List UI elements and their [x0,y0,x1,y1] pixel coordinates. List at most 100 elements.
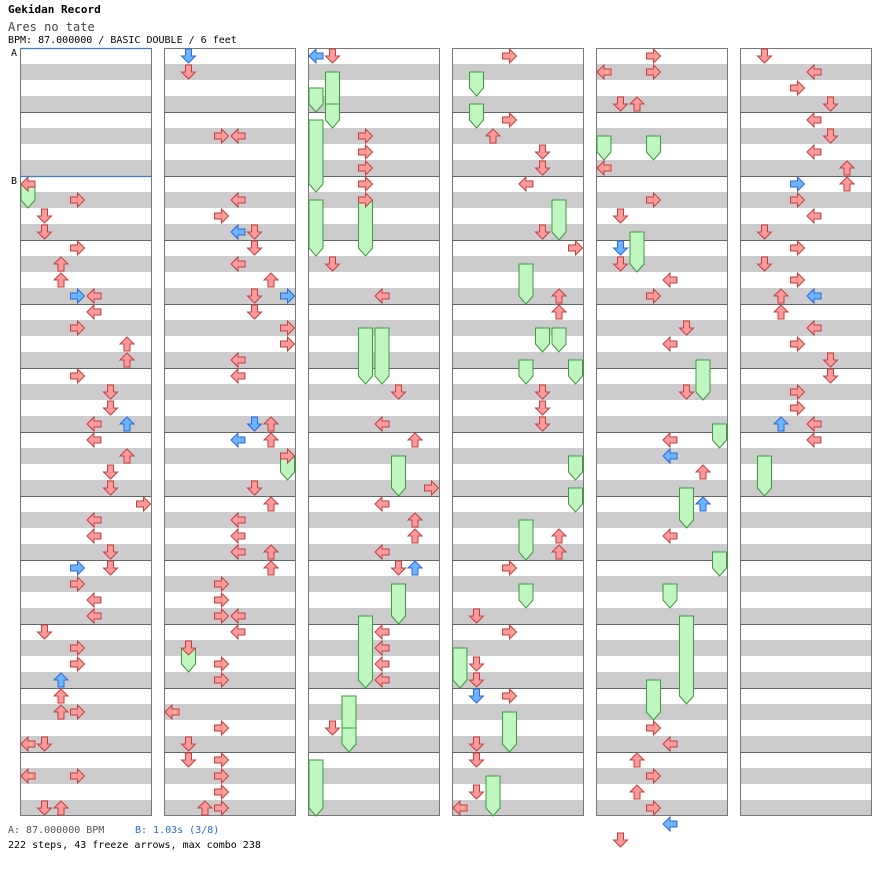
stripe [164,768,296,784]
step-arrow [596,159,612,177]
stripe [452,800,584,816]
stripe [596,672,728,688]
freeze-arrow [551,199,567,241]
stripe [596,64,728,80]
step-arrow [612,208,629,224]
step-arrow [180,736,197,752]
step-arrow [230,367,246,385]
freeze-arrow [568,359,583,385]
freeze-arrow [596,135,612,161]
step-arrow [324,720,341,736]
step-arrow [502,623,518,641]
step-arrow [70,367,86,385]
column-frame [452,48,584,816]
stripe [740,224,872,240]
stripe [164,608,296,624]
step-arrow [230,623,246,641]
step-arrow [70,191,86,209]
stripe [164,288,296,304]
step-arrow [806,415,822,433]
step-arrow [790,399,806,417]
stripe [308,672,440,688]
step-arrow [118,352,136,368]
step-arrow [550,304,568,320]
column-frame [740,48,872,816]
stripe [20,640,152,656]
step-arrow [230,607,246,625]
freeze-arrow [308,119,324,193]
step-arrow [550,288,568,304]
stripe [20,64,152,80]
step-arrow [118,336,136,352]
stripe [20,672,152,688]
step-arrow [214,207,230,225]
step-arrow [36,736,53,752]
step-arrow [628,96,646,112]
stripe [164,480,296,496]
step-arrow [214,655,230,673]
step-arrow [280,447,296,465]
step-arrow [52,688,70,704]
stripe [308,800,440,816]
marker-b-label: B [11,176,18,187]
stripe [740,384,872,400]
stripe [308,256,440,272]
step-arrow [628,752,646,768]
step-arrow [102,480,119,496]
stripe [740,672,872,688]
stripe [740,320,872,336]
step-arrow [374,543,390,561]
stripe [164,640,296,656]
step-arrow [214,607,230,625]
step-arrow [534,400,551,416]
stripe [596,576,728,592]
step-arrow [822,368,839,384]
stripe [20,608,152,624]
stripe [308,192,440,208]
stripe [596,704,728,720]
step-arrow [246,240,263,256]
step-arrow [214,671,230,689]
freeze-arrow [391,455,406,497]
step-arrow [358,127,374,145]
freeze-arrow [374,327,390,385]
stripe [452,384,584,400]
stripe [452,768,584,784]
stripe [20,448,152,464]
freeze-arrow [646,679,661,721]
stripe [740,512,872,528]
step-arrow [52,800,70,816]
step-arrow [646,191,662,209]
freeze-arrow [485,775,501,817]
stripe [308,64,440,80]
step-arrow [822,352,839,368]
step-arrow [772,288,790,304]
step-arrow-blue [772,416,790,432]
stripe [452,96,584,112]
step-arrow [374,287,390,305]
step-arrow [790,383,806,401]
freeze-arrow [308,759,324,817]
stripe [308,224,440,240]
step-arrow [468,784,485,800]
stripe [20,544,152,560]
stripe [740,160,872,176]
stripe [452,544,584,560]
song-title: Ares no tate [8,20,95,34]
step-arrow [502,47,518,65]
step-arrow [136,495,152,513]
step-arrow-blue [406,560,424,576]
step-arrow [534,160,551,176]
group-title: Gekidan Record [8,3,101,16]
step-arrow [70,575,86,593]
step-arrow [822,96,839,112]
stripe [596,352,728,368]
step-arrow [452,799,468,817]
freeze-arrow [358,199,373,257]
stripe [596,640,728,656]
step-arrow [86,303,102,321]
step-arrow-blue [180,48,197,64]
stripe [308,288,440,304]
stripe [452,704,584,720]
stripe [20,320,152,336]
